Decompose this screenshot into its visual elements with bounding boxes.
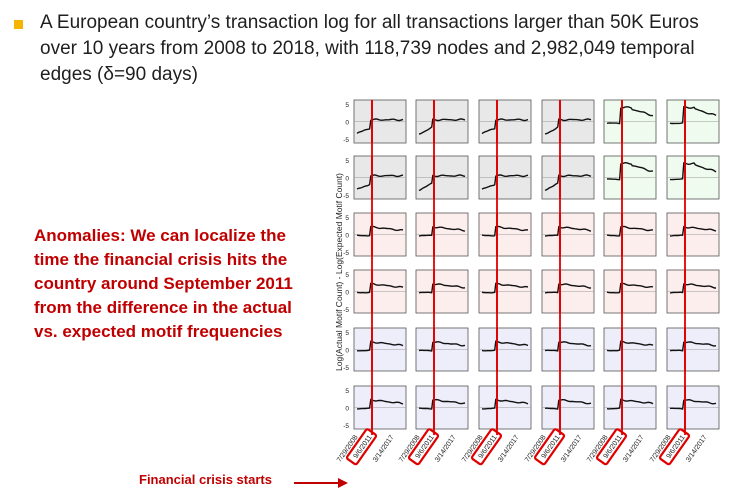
motif-series-line xyxy=(544,341,592,352)
bullet-text: A European country’s transaction log for… xyxy=(40,12,699,85)
motif-series-line xyxy=(418,283,466,294)
motif-series-line xyxy=(544,283,592,294)
y-tick-label: 0 xyxy=(345,406,349,413)
motif-series-line xyxy=(606,282,654,294)
motif-series-line xyxy=(669,225,717,237)
motif-series-line xyxy=(481,174,529,190)
motif-series-line xyxy=(357,398,404,410)
y-tick-label: -5 xyxy=(343,193,349,200)
motif-series-line xyxy=(356,225,404,237)
motif-series-line xyxy=(419,398,466,410)
motif-series-line xyxy=(481,118,529,135)
motif-series-line xyxy=(418,174,466,192)
motif-series-line xyxy=(606,106,653,125)
crisis-tick-box xyxy=(595,428,628,466)
motif-series-line xyxy=(669,162,717,181)
y-tick-label: 5 xyxy=(345,388,349,395)
crisis-tick-box xyxy=(345,428,378,466)
motif-series-line xyxy=(606,225,653,237)
motif-series-line xyxy=(669,106,717,125)
motif-series-line xyxy=(481,225,529,237)
motif-series-line xyxy=(544,118,592,135)
crisis-tick-box xyxy=(658,428,691,466)
crisis-tick-box xyxy=(533,428,566,466)
y-tick-label: 5 xyxy=(345,215,349,222)
motif-series-line xyxy=(356,118,404,134)
y-tick-label: 5 xyxy=(345,102,349,109)
motif-series-line xyxy=(356,174,404,190)
crisis-label: Financial crisis starts xyxy=(139,472,272,487)
y-tick-label: -5 xyxy=(343,365,349,372)
crisis-tick-box xyxy=(407,428,440,466)
motif-series-line xyxy=(606,398,654,410)
y-tick-label: -5 xyxy=(343,307,349,314)
motif-series-line xyxy=(606,340,654,352)
y-tick-label: 5 xyxy=(345,158,349,165)
motif-series-line xyxy=(544,399,592,410)
motif-series-line xyxy=(669,398,717,410)
motif-series-line xyxy=(418,226,466,237)
motif-series-line xyxy=(356,282,404,294)
y-tick-label: -5 xyxy=(343,423,349,430)
y-tick-label: 5 xyxy=(345,330,349,337)
crisis-tick-box xyxy=(470,428,503,466)
y-tick-label: 0 xyxy=(345,120,349,127)
y-tick-label: 0 xyxy=(345,348,349,355)
bullet-marker xyxy=(14,20,23,29)
y-tick-label: 0 xyxy=(345,290,349,297)
motif-series-line xyxy=(544,225,592,237)
motif-series-line xyxy=(669,341,717,352)
y-axis-label: Log(Actual Motif Count) - Log(Expected M… xyxy=(334,173,344,371)
y-tick-label: 5 xyxy=(345,272,349,279)
motif-series-line xyxy=(418,118,466,135)
y-tick-label: 0 xyxy=(345,233,349,240)
motif-series-line xyxy=(481,340,529,352)
motif-grid-figure: Log(Actual Motif Count) - Log(Expected M… xyxy=(334,99,720,466)
motif-series-line xyxy=(356,340,404,352)
motif-series-line xyxy=(606,161,653,181)
y-tick-label: 0 xyxy=(345,176,349,183)
motif-series-line xyxy=(481,398,529,410)
motif-series-line xyxy=(669,283,716,294)
motif-series-line xyxy=(418,341,466,352)
y-tick-label: -5 xyxy=(343,250,349,257)
anomaly-text: Anomalies: We can localize the time the … xyxy=(34,226,293,341)
motif-series-line xyxy=(544,174,592,192)
y-tick-label: -5 xyxy=(343,137,349,144)
motif-series-line xyxy=(481,282,529,294)
